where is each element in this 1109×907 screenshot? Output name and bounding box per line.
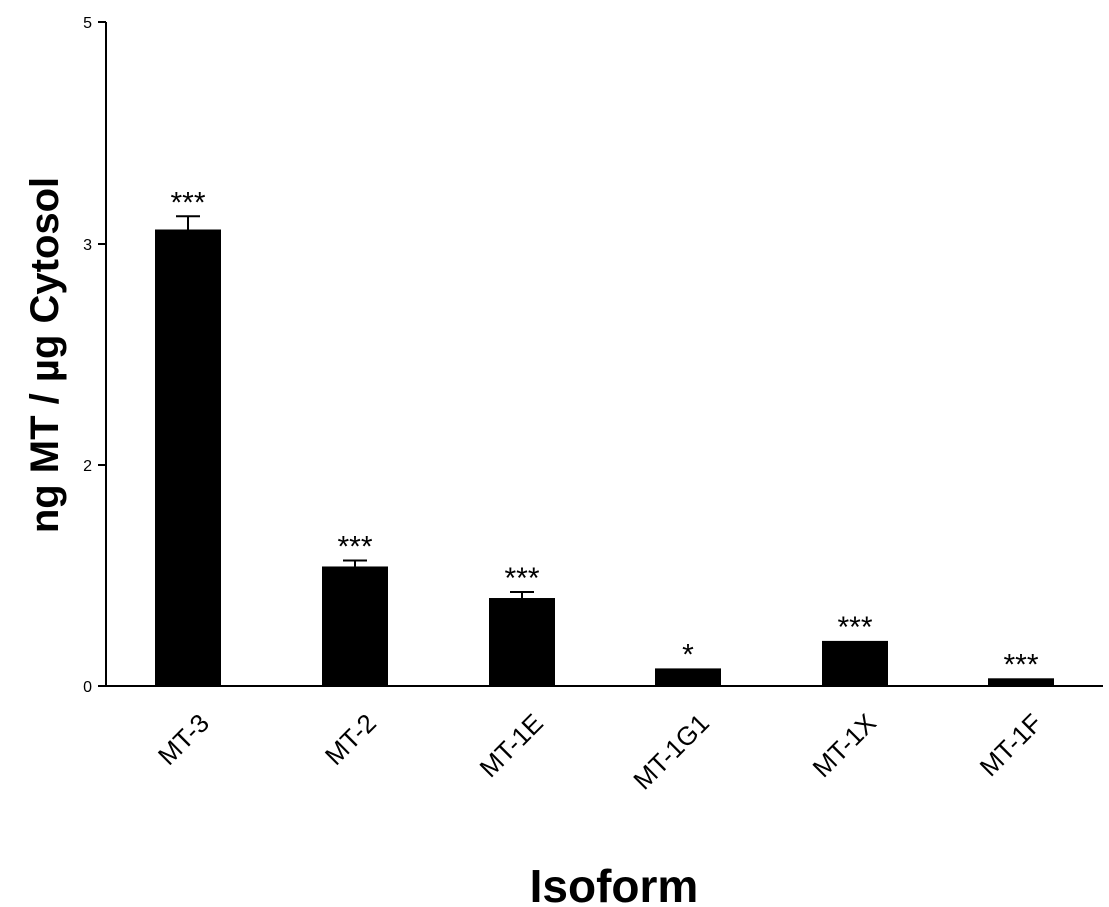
- category-labels-group: MT-3 MT-2 MT-1E MT-1G1 MT-1X MT-1F: [152, 708, 1048, 796]
- significance-label: ***: [337, 530, 372, 563]
- category-label: MT-2: [319, 708, 382, 771]
- y-tick-label: 3: [83, 237, 92, 254]
- y-tick-label: 5: [83, 15, 92, 32]
- y-axis-title: ng MT / µg Cytosol: [23, 177, 67, 533]
- significance-labels-group: ****************: [170, 186, 1038, 681]
- significance-label: *: [682, 638, 694, 671]
- bar: [322, 566, 388, 686]
- bar: [822, 640, 888, 686]
- y-tick-label: 2: [83, 458, 92, 475]
- y-axis: 0 2 3 5: [83, 15, 107, 696]
- category-label: MT-1G1: [627, 708, 715, 796]
- bar: [489, 598, 555, 686]
- category-label: MT-1E: [474, 708, 549, 783]
- category-label: MT-1F: [974, 708, 1048, 782]
- y-tick-label: 0: [83, 679, 92, 696]
- significance-label: ***: [170, 186, 205, 219]
- bar: [155, 229, 221, 686]
- category-label: MT-3: [152, 708, 215, 771]
- significance-label: ***: [837, 611, 872, 644]
- category-label: MT-1X: [807, 708, 882, 783]
- bar: [988, 678, 1054, 686]
- error-bars-group: [176, 215, 534, 599]
- significance-label: ***: [504, 562, 539, 595]
- bars-group: [155, 229, 1054, 686]
- x-axis-title: Isoform: [530, 860, 699, 907]
- significance-label: ***: [1003, 648, 1038, 681]
- bar: [655, 668, 721, 686]
